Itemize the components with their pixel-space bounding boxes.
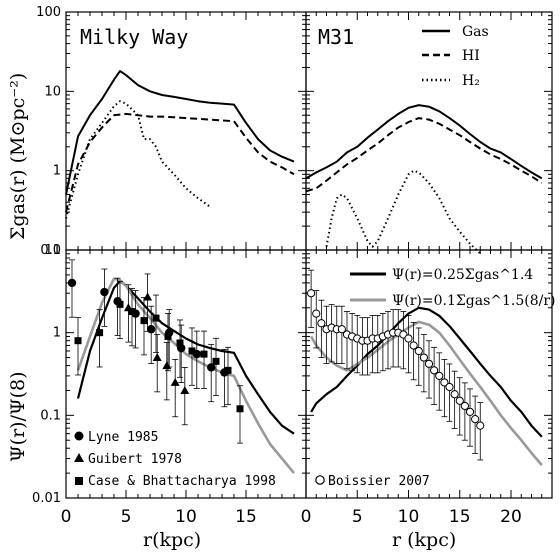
point-case-bhattacharya-1998 xyxy=(200,350,208,358)
series-top-left-gas xyxy=(65,70,295,195)
point-case-bhattacharya-1998 xyxy=(128,308,136,316)
legend-top-right: Gas HI H₂ xyxy=(422,24,489,89)
x-tick-label: 15 xyxy=(449,507,471,527)
point-lyne-1985 xyxy=(100,287,109,297)
x-axis-label-left: r(kpc) xyxy=(143,529,201,551)
legend-bottom-right: Ψ(r)=0.25Σgas^1.4 Ψ(r)=0.1Σgas^1.5(8/r) xyxy=(350,267,556,309)
x-tick-label: 0 xyxy=(61,507,72,527)
point-boissier-2007 xyxy=(440,378,449,387)
series-top-right-hi xyxy=(305,117,543,193)
panel-title-m31: M31 xyxy=(318,25,354,49)
series-top-left-hi xyxy=(65,112,295,213)
legend-label-lyne: Lyne 1985 xyxy=(88,430,158,445)
series-top-right-gas xyxy=(305,104,543,180)
point-boissier-2007 xyxy=(404,334,413,343)
legend-bottom-right-obs: Boissier 2007 xyxy=(315,474,430,489)
y-tick-label: 10 xyxy=(44,84,61,99)
legend-label-boissier: Boissier 2007 xyxy=(328,474,430,489)
legend-marker-boissier xyxy=(315,475,325,485)
series-top-right-h2 xyxy=(325,169,481,255)
point-guibert-1978 xyxy=(180,385,190,394)
point-boissier-2007 xyxy=(476,421,485,430)
series-top-left-h2 xyxy=(65,100,211,219)
point-boissier-2007 xyxy=(450,390,459,399)
x-tick-label: 15 xyxy=(235,507,257,527)
point-boissier-2007 xyxy=(307,289,316,298)
y-tick-label: 10 xyxy=(44,243,61,258)
legend-label-hi: HI xyxy=(462,48,480,64)
point-case-bhattacharya-1998 xyxy=(176,339,184,347)
legend-marker-guibert xyxy=(74,453,84,462)
point-case-bhattacharya-1998 xyxy=(188,347,196,355)
point-boissier-2007 xyxy=(471,415,480,424)
point-case-bhattacharya-1998 xyxy=(116,300,124,308)
y-tick-label: 0.1 xyxy=(40,408,61,423)
x-tick-label: 10 xyxy=(175,507,197,527)
x-tick-label: 5 xyxy=(121,507,132,527)
x-tick-label: 10 xyxy=(398,507,420,527)
x-tick-label: 20 xyxy=(500,507,522,527)
point-case-bhattacharya-1998 xyxy=(96,329,104,337)
legend-label-h2: H₂ xyxy=(462,73,480,89)
legend-label-psi-black: Ψ(r)=0.25Σgas^1.4 xyxy=(392,267,533,283)
point-case-bhattacharya-1998 xyxy=(74,337,82,345)
point-guibert-1978 xyxy=(152,353,162,362)
legend-bottom-left: Lyne 1985 Guibert 1978 Case & Bhattachar… xyxy=(74,430,276,489)
point-boissier-2007 xyxy=(455,396,464,405)
point-case-bhattacharya-1998 xyxy=(152,314,160,322)
point-boissier-2007 xyxy=(424,359,434,368)
point-guibert-1978 xyxy=(143,292,153,301)
point-boissier-2007 xyxy=(430,366,439,375)
point-boissier-2007 xyxy=(435,371,444,380)
y-tick-label: 0.1 xyxy=(40,243,61,258)
legend-label-gas: Gas xyxy=(462,24,489,40)
y-tick-label: 1 xyxy=(53,326,61,341)
y-tick-label: 1 xyxy=(53,164,61,179)
point-guibert-1978 xyxy=(162,361,172,370)
x-tick-label: 0 xyxy=(301,507,312,527)
point-boissier-2007 xyxy=(409,341,418,350)
point-case-bhattacharya-1998 xyxy=(224,366,232,374)
y-axis-label-top: Σgas(r) (M⊙pc⁻²) xyxy=(7,73,29,240)
point-boissier-2007 xyxy=(460,401,469,411)
series-bottom-right-r-0-1-gas-1-5-8-r xyxy=(309,320,543,466)
point-boissier-2007 xyxy=(317,319,326,328)
point-lyne-1985 xyxy=(207,363,216,372)
legend-marker-lyne xyxy=(74,431,84,441)
y-axis-label-bottom: Ψ(r)/Ψ(8) xyxy=(7,371,29,462)
legend-label-guibert: Guibert 1978 xyxy=(88,452,182,467)
point-lyne-1985 xyxy=(67,278,77,288)
point-case-bhattacharya-1998 xyxy=(164,332,172,340)
point-boissier-2007 xyxy=(312,309,321,318)
point-boissier-2007 xyxy=(337,325,346,334)
point-lyne-1985 xyxy=(147,325,156,334)
legend-label-psi-gray: Ψ(r)=0.1Σgas^1.5(8/r) xyxy=(392,293,556,309)
legend-marker-case xyxy=(75,477,83,485)
y-tick-label: 0.01 xyxy=(32,491,61,506)
point-boissier-2007 xyxy=(465,407,475,417)
y-tick-label: 100 xyxy=(36,5,61,20)
x-axis-label-right: r (kpc) xyxy=(392,529,456,551)
point-boissier-2007 xyxy=(419,353,428,362)
panel-title-milky-way: Milky Way xyxy=(80,25,188,49)
point-case-bhattacharya-1998 xyxy=(236,405,244,413)
point-boissier-2007 xyxy=(414,346,423,356)
x-tick-label: 5 xyxy=(352,507,363,527)
point-case-bhattacharya-1998 xyxy=(140,317,148,325)
series-bottom-left-r-0-25-gas-1-4 xyxy=(76,280,295,435)
legend-label-case: Case & Bhattacharya 1998 xyxy=(88,474,276,489)
point-boissier-2007 xyxy=(445,382,454,392)
point-guibert-1978 xyxy=(170,377,180,386)
series-bottom-right-r-0-25-gas-1-4 xyxy=(310,306,543,438)
point-case-bhattacharya-1998 xyxy=(212,357,220,365)
